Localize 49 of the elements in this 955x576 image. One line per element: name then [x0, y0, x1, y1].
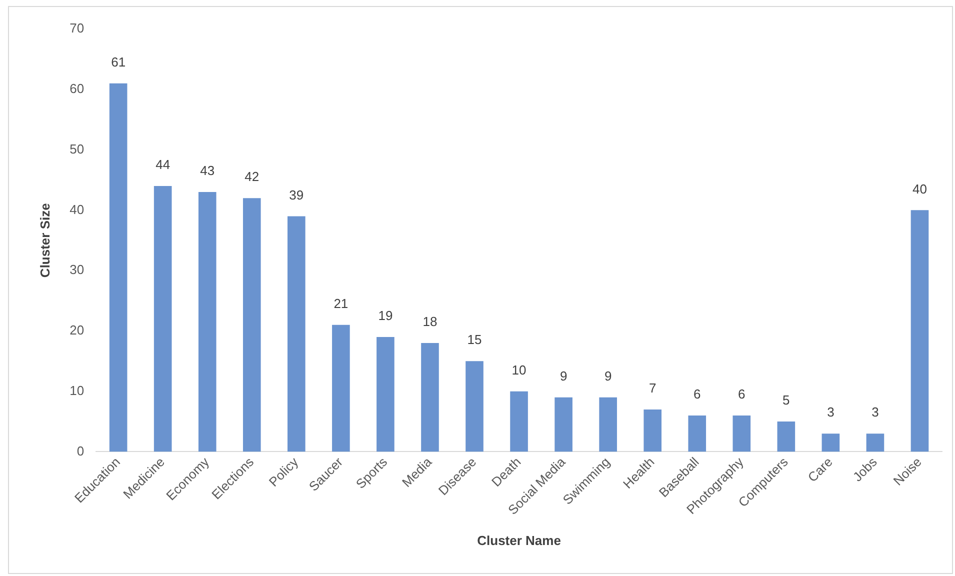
- bar: [198, 192, 216, 452]
- x-tick-label: Care: [804, 454, 836, 485]
- y-tick-label: 10: [70, 382, 84, 398]
- bar: [822, 434, 840, 452]
- bar: [242, 198, 261, 452]
- y-tick-label: 20: [70, 322, 84, 338]
- data-label: 3: [872, 404, 879, 420]
- y-tick-label: 30: [70, 262, 84, 278]
- bar: [599, 397, 617, 452]
- data-label: 9: [604, 368, 612, 384]
- bar: [688, 416, 706, 452]
- bar: [732, 416, 751, 452]
- bar: [510, 391, 528, 452]
- y-tick-label: 70: [70, 20, 84, 36]
- y-tick-label: 0: [76, 443, 84, 458]
- y-tick-label: 40: [70, 202, 84, 217]
- data-label: 18: [422, 314, 438, 330]
- bar: [910, 210, 929, 452]
- data-label: 39: [289, 187, 304, 202]
- bar: [109, 83, 128, 452]
- data-label: 19: [378, 308, 393, 324]
- data-label: 21: [334, 296, 348, 311]
- data-label: 3: [827, 404, 834, 420]
- data-label: 40: [912, 181, 927, 196]
- x-axis-title: Cluster Name: [477, 532, 561, 548]
- data-label: 7: [648, 380, 656, 396]
- data-label: 5: [782, 392, 790, 408]
- bar: [644, 409, 662, 452]
- data-label: 15: [467, 332, 482, 348]
- data-label: 6: [738, 386, 746, 402]
- data-label: 42: [244, 169, 260, 184]
- bar: [332, 324, 350, 452]
- bar: [554, 397, 572, 452]
- y-tick-label: 50: [70, 141, 84, 156]
- bar: [777, 422, 796, 452]
- bar: [866, 434, 884, 452]
- bar: [376, 337, 394, 452]
- bar: [466, 361, 484, 452]
- data-label: 44: [156, 157, 170, 172]
- data-label: 6: [694, 386, 701, 402]
- data-label: 61: [111, 54, 126, 70]
- bar: [421, 343, 439, 452]
- y-axis-title: Cluster Size: [37, 203, 52, 278]
- bar: [288, 216, 306, 452]
- data-label: 10: [512, 362, 526, 378]
- data-label: 43: [200, 163, 215, 178]
- data-label: 9: [560, 368, 568, 384]
- bar: [154, 186, 172, 452]
- y-tick-label: 60: [70, 80, 84, 96]
